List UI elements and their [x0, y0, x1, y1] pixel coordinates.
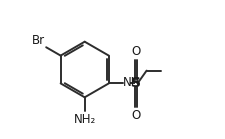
Text: S: S: [131, 76, 141, 90]
Text: Br: Br: [32, 33, 45, 47]
Text: O: O: [132, 45, 141, 58]
Text: NH: NH: [123, 76, 141, 90]
Text: NH₂: NH₂: [74, 113, 96, 126]
Text: O: O: [132, 109, 141, 122]
